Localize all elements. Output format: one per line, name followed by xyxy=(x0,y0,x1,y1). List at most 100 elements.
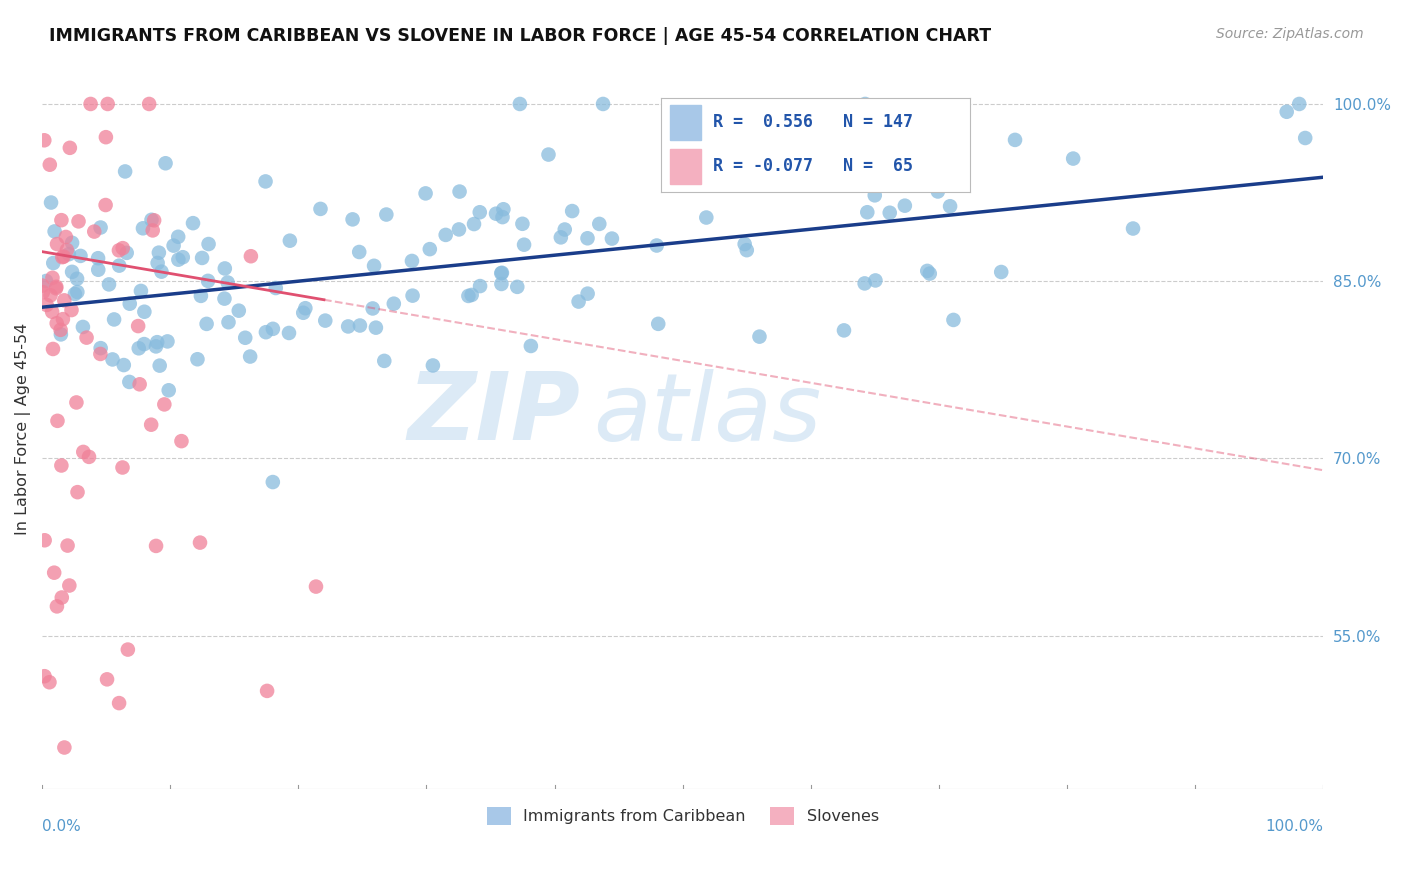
Point xyxy=(83,225,105,239)
Point xyxy=(42,256,65,270)
Point xyxy=(69,249,91,263)
Point xyxy=(468,279,491,293)
Point xyxy=(468,205,491,219)
Point xyxy=(645,238,668,252)
Point xyxy=(239,249,262,263)
Point xyxy=(45,316,67,330)
Point xyxy=(509,97,531,112)
Point xyxy=(1294,131,1316,145)
Point xyxy=(349,318,371,333)
Point xyxy=(148,245,170,260)
Point xyxy=(52,312,75,326)
Point xyxy=(853,277,876,291)
Point xyxy=(141,212,163,227)
Point xyxy=(832,323,855,337)
Point xyxy=(35,298,58,312)
Point xyxy=(990,265,1012,279)
Point xyxy=(111,460,134,475)
Point xyxy=(262,475,284,489)
Point xyxy=(31,278,53,293)
Point xyxy=(513,237,536,252)
Point xyxy=(49,327,72,342)
Point xyxy=(52,250,75,264)
Point xyxy=(666,120,689,135)
Point xyxy=(415,186,437,201)
Point xyxy=(588,217,610,231)
Point xyxy=(129,284,152,298)
Point xyxy=(56,243,79,257)
Point xyxy=(58,247,80,261)
Point xyxy=(66,285,89,299)
Point xyxy=(79,97,101,112)
Point xyxy=(447,222,470,236)
Point xyxy=(157,384,180,398)
Point xyxy=(128,341,150,355)
Point xyxy=(89,347,111,361)
Point xyxy=(146,335,169,350)
Point xyxy=(143,213,166,227)
Point xyxy=(181,216,204,230)
Point xyxy=(305,580,328,594)
Point xyxy=(51,458,73,473)
Point xyxy=(141,417,163,432)
Text: 100.0%: 100.0% xyxy=(1265,819,1323,834)
Point xyxy=(647,317,669,331)
Point xyxy=(42,342,65,356)
Point xyxy=(46,414,69,428)
Point xyxy=(155,156,177,170)
Point xyxy=(942,313,965,327)
Point xyxy=(434,227,457,242)
Point xyxy=(44,566,66,580)
Point xyxy=(292,306,315,320)
Point xyxy=(77,450,100,464)
Point xyxy=(72,320,94,334)
Point xyxy=(342,212,364,227)
Point xyxy=(172,250,194,264)
Text: R =  0.556   N = 147: R = 0.556 N = 147 xyxy=(713,113,914,131)
Point xyxy=(97,97,120,112)
Point xyxy=(108,259,131,273)
Point xyxy=(76,330,98,344)
Point xyxy=(195,317,218,331)
Text: 0.0%: 0.0% xyxy=(42,819,82,834)
Point xyxy=(39,195,62,210)
Point xyxy=(814,128,837,142)
Point xyxy=(118,296,141,310)
Point xyxy=(127,319,149,334)
Point xyxy=(561,204,583,219)
Point xyxy=(239,350,262,364)
Point xyxy=(734,237,756,252)
Point xyxy=(363,259,385,273)
Point xyxy=(375,208,398,222)
Point xyxy=(114,164,136,178)
Point xyxy=(115,245,138,260)
Legend: Immigrants from Caribbean, Slovenes: Immigrants from Caribbean, Slovenes xyxy=(481,800,886,831)
Point xyxy=(233,331,256,345)
Point xyxy=(60,303,83,318)
Point xyxy=(49,323,72,337)
Point xyxy=(382,296,405,310)
Point xyxy=(46,237,69,252)
Point xyxy=(347,245,370,260)
Point xyxy=(463,217,485,231)
Point xyxy=(506,280,529,294)
Point xyxy=(34,133,56,147)
Point xyxy=(1275,104,1298,119)
Point xyxy=(1004,133,1026,147)
Point xyxy=(45,281,67,295)
Point xyxy=(87,251,110,265)
Point xyxy=(401,288,423,302)
Point xyxy=(401,254,423,268)
Point xyxy=(34,533,56,548)
Point xyxy=(485,207,508,221)
Point xyxy=(96,673,118,687)
Point xyxy=(820,135,842,149)
Point xyxy=(190,289,212,303)
Point xyxy=(44,224,66,238)
Point xyxy=(55,230,77,244)
Point xyxy=(927,185,949,199)
Point xyxy=(460,288,482,302)
Point xyxy=(53,293,76,308)
Point xyxy=(364,320,387,334)
Point xyxy=(457,289,479,303)
